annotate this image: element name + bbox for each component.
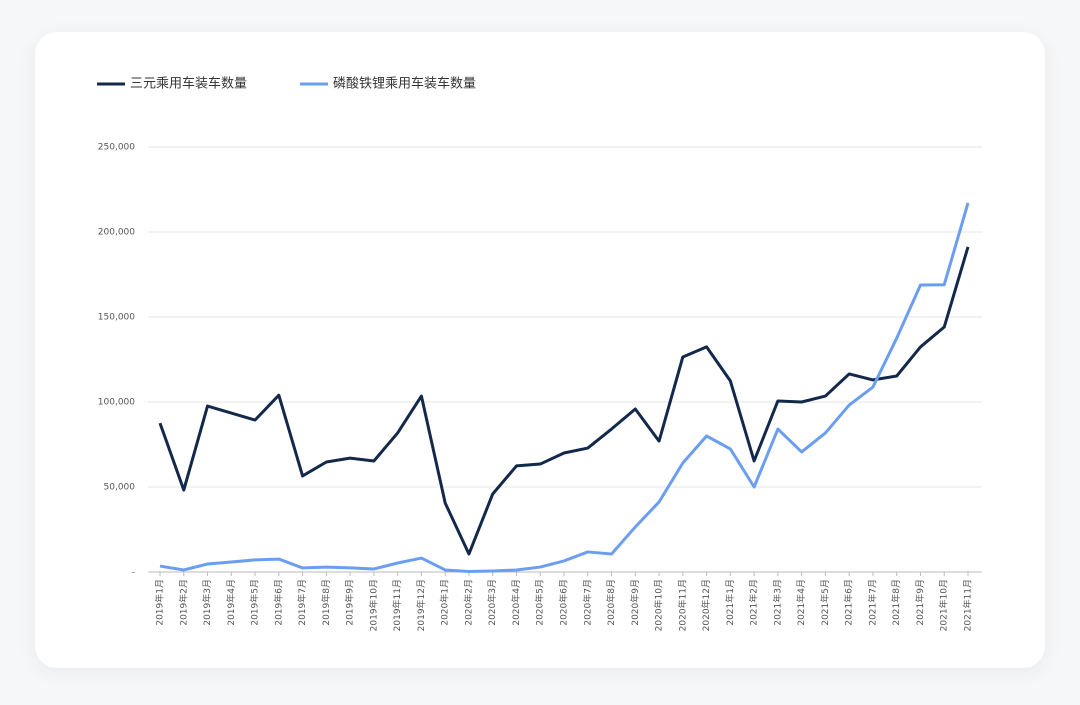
x-tick-label: 2021年6月	[843, 579, 855, 626]
x-tick-label: 2019年5月	[249, 579, 261, 626]
y-tick-label: 50,000	[104, 483, 136, 493]
x-tick-label: 2020年1月	[439, 579, 451, 626]
x-tick-label: 2019年3月	[201, 579, 213, 626]
x-tick-label: 2019年4月	[225, 579, 237, 626]
x-tick-label: 2021年3月	[771, 579, 783, 626]
x-tick-label: 2021年1月	[724, 579, 736, 626]
x-tick-label: 2020年8月	[605, 579, 617, 626]
x-tick-label: 2019年8月	[320, 579, 332, 626]
x-tick-label: 2019年2月	[177, 579, 189, 626]
x-tick-label: 2019年1月	[154, 579, 166, 626]
y-tick-label: 100,000	[98, 398, 135, 408]
legend-label: 三元乘用车装车数量	[130, 76, 247, 92]
x-tick-label: 2019年10月	[367, 579, 379, 631]
series-line	[159, 202, 970, 573]
y-tick-label: -	[132, 568, 135, 578]
x-tick-label: 2021年9月	[914, 579, 926, 626]
x-tick-label: 2020年11月	[676, 579, 688, 631]
x-tick-label: 2019年11月	[391, 579, 403, 631]
x-tick-label: 2020年12月	[700, 579, 712, 631]
y-tick-label: 150,000	[98, 313, 135, 323]
y-tick-label: 250,000	[98, 143, 135, 153]
x-tick-label: 2020年2月	[462, 579, 474, 626]
x-tick-label: 2020年9月	[629, 579, 641, 626]
x-tick-label: 2021年7月	[866, 579, 878, 626]
x-tick-label: 2020年10月	[653, 579, 665, 631]
legend-label: 磷酸铁锂乘用车装车数量	[333, 76, 476, 92]
card	[35, 32, 1045, 668]
x-tick-label: 2020年4月	[510, 579, 522, 626]
x-tick-label: 2021年2月	[748, 579, 760, 626]
x-tick-label: 2020年3月	[486, 579, 498, 626]
x-tick-label: 2019年9月	[344, 579, 356, 626]
x-tick-label: 2021年10月	[938, 579, 950, 631]
x-tick-label: 2020年7月	[581, 579, 593, 626]
x-tick-label: 2021年5月	[819, 579, 831, 626]
x-tick-label: 2020年6月	[558, 579, 570, 626]
x-tick-label: 2019年12月	[415, 579, 427, 631]
x-tick-label: 2021年4月	[795, 579, 807, 626]
x-tick-label: 2021年11月	[962, 579, 974, 631]
x-tick-label: 2021年8月	[890, 579, 902, 626]
x-tick-label: 2019年7月	[296, 579, 308, 626]
x-tick-label: 2019年6月	[272, 579, 284, 626]
x-tick-label: 2020年5月	[534, 579, 546, 626]
y-tick-label: 200,000	[98, 228, 135, 238]
series-line	[158, 246, 970, 556]
